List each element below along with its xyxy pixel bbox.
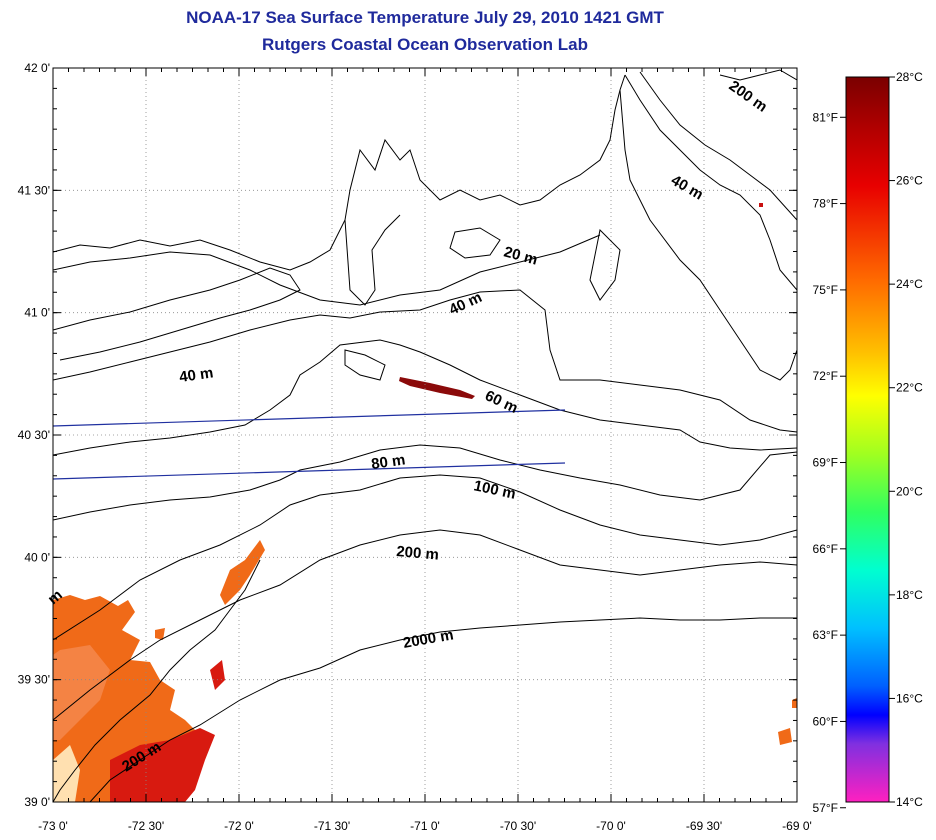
sst-patch-small3 xyxy=(155,628,165,640)
cape-cod xyxy=(619,89,797,381)
islands2 xyxy=(449,227,501,259)
lon-tick-label: -73 0' xyxy=(38,819,68,833)
contour-60m xyxy=(53,339,797,456)
shipping-lanes xyxy=(52,409,566,480)
colorbar-celsius-label: 16°C xyxy=(896,691,923,705)
lat-tick-label: 40 0' xyxy=(24,550,50,564)
sst-patches xyxy=(53,203,797,802)
colorbar-ticks xyxy=(840,76,895,809)
depth-label-200m: 200 m xyxy=(396,543,440,564)
lon-tick-label: -70 0' xyxy=(596,819,626,833)
longitude-tick-labels: -73 0' -72 30' -72 0' -71 30' -71 0' -70 30' -… xyxy=(38,819,812,833)
contour-offshore xyxy=(719,69,797,81)
depth-label-200m-ne: 200 m xyxy=(726,77,771,115)
contour-200m xyxy=(53,529,797,721)
depth-label-40m-mid: 40 m xyxy=(447,289,485,319)
colorbar-celsius-label: 18°C xyxy=(896,588,923,602)
colorbar-celsius-labels: 28°C 26°C 24°C 22°C 20°C 18°C 16°C 14°C xyxy=(896,70,923,809)
colorbar-fahrenheit-label: 75°F xyxy=(813,283,838,297)
lon-tick-label: -69 0' xyxy=(782,819,812,833)
lat-tick-label: 40 30' xyxy=(18,428,50,442)
coastline-north xyxy=(53,74,626,271)
contour-100m xyxy=(53,474,797,641)
islands xyxy=(589,228,621,301)
lon-tick-label: -70 30' xyxy=(500,819,536,833)
latitude-tick-labels: 39 0' 39 30' 40 0' 40 30' 41 0' 41 30' 42 0' xyxy=(18,61,50,809)
map-grid xyxy=(53,68,797,802)
lane-south xyxy=(52,462,566,480)
map-title: NOAA-17 Sea Surface Temperature July 29,… xyxy=(186,8,664,27)
lon-tick-label: -71 0' xyxy=(410,819,440,833)
depth-label-2000m: 2000 m xyxy=(402,626,455,652)
coastline-and-contours xyxy=(53,69,797,802)
minor-ticks xyxy=(52,67,798,803)
long-island xyxy=(53,267,301,361)
depth-label-40m-west: 40 m xyxy=(178,364,214,386)
lane-north xyxy=(52,409,566,427)
colorbar xyxy=(845,76,890,803)
depth-label-40m-ne: 40 m xyxy=(668,172,706,204)
colorbar-fahrenheit-label: 72°F xyxy=(813,369,838,383)
colorbar-celsius-label: 20°C xyxy=(896,484,923,498)
sst-patch-small2 xyxy=(210,660,225,690)
colorbar-celsius-label: 28°C xyxy=(896,70,923,84)
colorbar-fahrenheit-label: 57°F xyxy=(813,801,838,815)
colorbar-fahrenheit-label: 60°F xyxy=(813,714,838,728)
lon-tick-label: -71 30' xyxy=(314,819,350,833)
colorbar-fahrenheit-label: 78°F xyxy=(813,197,838,211)
colorbar-fahrenheit-label: 69°F xyxy=(813,456,838,470)
contour-80m xyxy=(53,444,797,521)
contour-20m xyxy=(53,234,601,306)
sst-patch-inner xyxy=(53,645,110,740)
contour-40m-a xyxy=(53,289,797,433)
sst-patch-small1 xyxy=(220,540,265,605)
colorbar-celsius-label: 22°C xyxy=(896,381,923,395)
colorbar-celsius-label: 14°C xyxy=(896,795,923,809)
colorbar-celsius-label: 26°C xyxy=(896,174,923,188)
depth-label-80m: 80 m xyxy=(370,451,406,473)
lat-tick-label: 41 30' xyxy=(18,183,50,197)
contour-40m-c xyxy=(639,71,797,221)
colorbar-celsius-label: 24°C xyxy=(896,277,923,291)
map-subtitle: Rutgers Coastal Ocean Observation Lab xyxy=(262,35,588,54)
sst-patch-coast xyxy=(53,745,80,802)
lat-tick-label: 39 0' xyxy=(24,795,50,809)
contour-2000m xyxy=(89,617,797,802)
lon-tick-label: -72 0' xyxy=(224,819,254,833)
colorbar-fahrenheit-label: 81°F xyxy=(813,110,838,124)
sst-patch-right2 xyxy=(792,698,797,708)
colorbar-fahrenheit-labels: 81°F 78°F 75°F 72°F 69°F 66°F 63°F 60°F 57°F xyxy=(813,110,838,814)
lat-tick-label: 39 30' xyxy=(18,673,50,687)
contour-40m-b xyxy=(624,74,797,291)
sst-patch-red xyxy=(110,728,215,802)
continental-rise xyxy=(53,559,261,802)
lat-tick-label: 42 0' xyxy=(24,61,50,75)
sst-streak xyxy=(399,377,475,399)
islands3 xyxy=(344,349,386,381)
lat-tick-label: 41 0' xyxy=(24,306,50,320)
sst-patch-right xyxy=(778,728,792,745)
lon-tick-label: -72 30' xyxy=(128,819,164,833)
depth-label-100m: 100 m xyxy=(472,477,517,502)
lon-tick-label: -69 30' xyxy=(686,819,722,833)
sst-dot xyxy=(759,203,763,207)
narragansett xyxy=(344,214,401,306)
colorbar-fahrenheit-label: 66°F xyxy=(813,542,838,556)
colorbar-fahrenheit-label: 63°F xyxy=(813,628,838,642)
